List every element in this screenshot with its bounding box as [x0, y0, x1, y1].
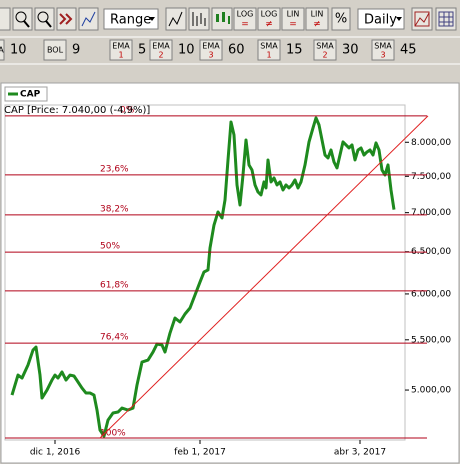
percent-button[interactable]: [331, 7, 351, 31]
indicator-sub: 2: [322, 51, 327, 60]
indicator-label: EMA: [112, 42, 130, 51]
x-tick-label: dic 1, 2016: [30, 448, 81, 458]
range-dropdown[interactable]: [103, 8, 159, 30]
fib-label: 23,6%: [100, 164, 129, 174]
y-tick-label: 5.500,00: [411, 335, 451, 345]
icon: [396, 17, 402, 21]
scale-button-bottom: ≠: [265, 20, 273, 30]
fib-label: 0%: [120, 105, 135, 115]
indicator-sub: 3: [380, 51, 385, 60]
indicator-button[interactable]: [313, 39, 337, 61]
scale-button[interactable]: [281, 7, 305, 31]
chart-button[interactable]: [78, 7, 99, 31]
icon: [192, 12, 206, 26]
icon: [23, 20, 30, 28]
indicator-button[interactable]: [371, 39, 395, 61]
y-tick-label: 8.000,00: [411, 138, 451, 148]
legend-label: CAP: [20, 90, 41, 100]
indicator-label: SMA: [316, 42, 334, 51]
fib-label: 50%: [100, 242, 120, 252]
icon: [59, 13, 73, 25]
scale-button-bottom: ≠: [313, 20, 321, 30]
plot: [10, 116, 396, 438]
y-tick-label: 6.000,00: [411, 289, 451, 299]
panel-button[interactable]: [411, 7, 433, 31]
grid-button[interactable]: [435, 7, 457, 31]
bar-button[interactable]: [188, 7, 210, 31]
indicator-button[interactable]: [257, 39, 281, 61]
y-tick-label: 7.000,00: [411, 208, 451, 218]
icon: [168, 11, 183, 27]
indicator-label: BOL: [47, 46, 64, 55]
scale-button[interactable]: [233, 7, 257, 31]
range-label: Range: [110, 13, 151, 28]
fib-label: 61,8%: [100, 280, 129, 290]
interval-dropdown[interactable]: [357, 8, 405, 30]
indicator-period: 45: [400, 43, 417, 58]
indicator-button[interactable]: [43, 39, 67, 61]
toolbar: Range % Daily: [0, 7, 457, 31]
indicator-period: 15: [286, 43, 303, 58]
trend-line: [99, 115, 429, 439]
interval-label: Daily: [364, 13, 397, 28]
indicator-period: 5: [138, 43, 146, 58]
price-info: CAP [Price: 7.040,00 (-4,9%)]: [4, 105, 150, 116]
line-button[interactable]: [165, 7, 187, 31]
indicator-period: 10: [10, 43, 27, 58]
scale-button-top: LOG: [237, 10, 254, 19]
x-tick-label: abr 3, 2017: [334, 448, 386, 458]
forward-button[interactable]: [56, 7, 77, 31]
indicator-period: 10: [178, 43, 195, 58]
icon: [149, 17, 155, 21]
icon: [438, 11, 454, 27]
icon: [37, 11, 49, 23]
scale-button-top: LIN: [287, 10, 300, 19]
indicator-sub: 1: [266, 51, 271, 60]
y-tick-label: 5.000,00: [411, 386, 451, 396]
indicator-label: EMA: [202, 42, 220, 51]
icon: [216, 12, 230, 24]
scale-button[interactable]: [305, 7, 329, 31]
icon: [414, 11, 430, 27]
y-tick-label: 6.500,00: [411, 247, 451, 257]
icon: [81, 11, 96, 27]
indicator-sub: 2: [158, 51, 163, 60]
fib-label: 76,4%: [100, 333, 129, 343]
indicator-label: SMA: [374, 42, 392, 51]
fib-label: 100%: [100, 429, 126, 439]
indicator-label: SMA: [260, 42, 278, 51]
indicator-period: 30: [342, 43, 359, 58]
scale-button-top: LIN: [311, 10, 324, 19]
indicator-button[interactable]: [199, 39, 223, 61]
indicator-button[interactable]: [0, 39, 5, 61]
price-line: [10, 116, 396, 438]
fib-label: 38,2%: [100, 204, 129, 214]
indicator-sub: 1: [118, 51, 123, 60]
indicator-button[interactable]: [149, 39, 173, 61]
indicator-period: 9: [72, 43, 80, 58]
legend: [4, 86, 48, 102]
indicator-period: 60: [228, 43, 245, 58]
icon: [45, 20, 52, 28]
indicator-sub: 3: [208, 51, 213, 60]
indicator-label: A: [0, 46, 4, 55]
indicator-button[interactable]: [109, 39, 133, 61]
tool-button[interactable]: [0, 7, 11, 31]
scale-button-top: LOG: [261, 10, 278, 19]
scale-button-bottom: =: [289, 20, 297, 30]
scale-button-bottom: =: [241, 20, 249, 30]
icon: [15, 11, 27, 23]
percent-label: %: [335, 12, 347, 27]
scale-button[interactable]: [257, 7, 281, 31]
y-tick-label: 7.500,00: [411, 172, 451, 182]
indicator-label: EMA: [152, 42, 170, 51]
x-tick-label: feb 1, 2017: [174, 448, 226, 458]
